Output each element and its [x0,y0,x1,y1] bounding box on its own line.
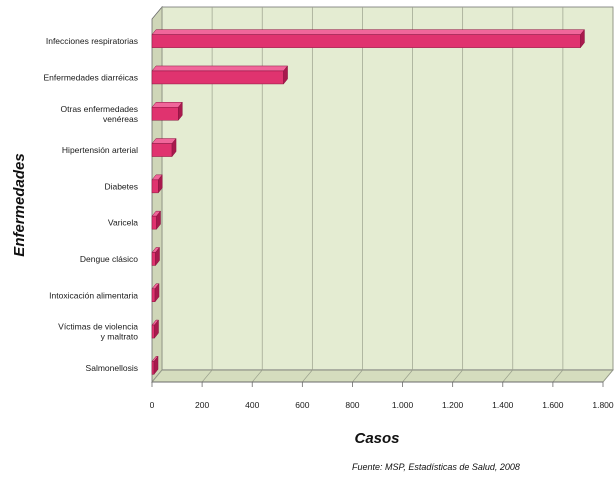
x-tick-label: 1.800 [592,400,614,410]
bar-end [155,246,160,267]
x-tick-label: 200 [195,400,209,410]
bar-end [158,174,163,194]
grid-lines [151,7,614,387]
category-label: Dengue clásico [80,254,138,264]
bar-front [151,361,155,375]
grid-floor-line [602,369,614,383]
source-note: Fuente: MSP, Estadísticas de Salud, 2008 [352,462,520,472]
x-tick-label: 0 [150,400,155,410]
category-label-line: Diabetes [104,181,138,191]
plot-area [151,5,614,384]
grid-floor-line [201,369,213,383]
plot-floor [151,369,614,383]
grid-floor-line [151,369,163,383]
bar [151,137,177,158]
bar-front [151,179,159,194]
category-label-line: venéreas [103,114,138,124]
bar [151,65,289,85]
category-label-line: Varicela [108,218,138,228]
category-label: Diabetes [104,181,138,191]
category-label: Enfermedades diarréicas [44,72,139,82]
bar-front [151,288,156,302]
bar-end [580,28,585,49]
category-label: Salmonellosis [86,363,138,373]
category-label-line: Intoxicación alimentaria [49,290,138,300]
category-label-line: Infecciones respiratorias [46,36,138,46]
bar [151,319,160,339]
category-label: Víctimas de violencia y maltrato [58,322,138,342]
bar-top [151,102,183,108]
bar-end [156,210,161,230]
plot-back-wall [161,6,614,371]
bar-front [151,143,173,157]
x-tick-label: 800 [345,400,359,410]
bar-front [151,34,581,48]
category-label-line: Hipertensión arterial [62,145,138,155]
x-axis-title: Casos [354,430,399,447]
x-tick-label: 1.600 [542,400,564,410]
category-label-line: Víctimas de violencia [58,322,138,332]
bar-front [151,70,284,85]
bar [151,210,162,230]
category-label-line: Otras enfermedades [61,104,138,114]
x-tick-label: 1.000 [392,400,414,410]
bar-end [154,319,159,339]
category-label-line: Dengue clásico [80,254,138,264]
x-tick-label: 1.200 [442,400,464,410]
category-label-line: Salmonellosis [86,363,138,373]
bar-end [171,137,177,158]
bar [151,174,163,194]
category-label: Otras enfermedades venéreas [61,104,138,124]
grid-floor-line [251,369,263,383]
bar [151,355,159,376]
bar-front [151,252,156,266]
category-label: Hipertensión arterial [62,145,138,155]
bar-front [151,324,155,339]
bar [151,101,183,121]
category-label-line: y maltrato [101,332,139,342]
category-label-line: Enfermedades diarréicas [44,72,139,82]
y-axis-title: Enfermedades [11,153,28,256]
category-label: Infecciones respiratorias [46,36,138,46]
grid-floor-line [552,369,564,383]
x-tick-label: 600 [295,400,309,410]
bar-front [151,215,157,230]
grid-floor-line [502,369,514,383]
bar-front [151,107,179,121]
category-labels: Infecciones respiratorias Enfermedades di… [44,36,139,373]
bar-end [283,65,288,85]
grid-floor-line [302,369,313,383]
x-tick-labels: 0 200 400 600 800 1.000 1.200 1.400 1.600 1.800 [150,400,614,410]
bar-end [178,101,183,121]
grid-floor-line [352,369,363,383]
grid-floor-line [402,369,413,383]
bar-end [153,355,159,376]
bar-top [151,29,585,35]
x-tick-label: 400 [245,400,259,410]
bar-top [151,65,289,72]
bar-end [154,283,160,303]
grid-floor-line [452,369,463,383]
category-label: Varicela [108,218,138,228]
bars [151,28,585,376]
bar [151,246,161,267]
category-label: Intoxicación alimentaria [49,290,138,300]
x-tick-label: 1.400 [492,400,514,410]
bar [151,28,585,49]
bar [151,283,160,303]
